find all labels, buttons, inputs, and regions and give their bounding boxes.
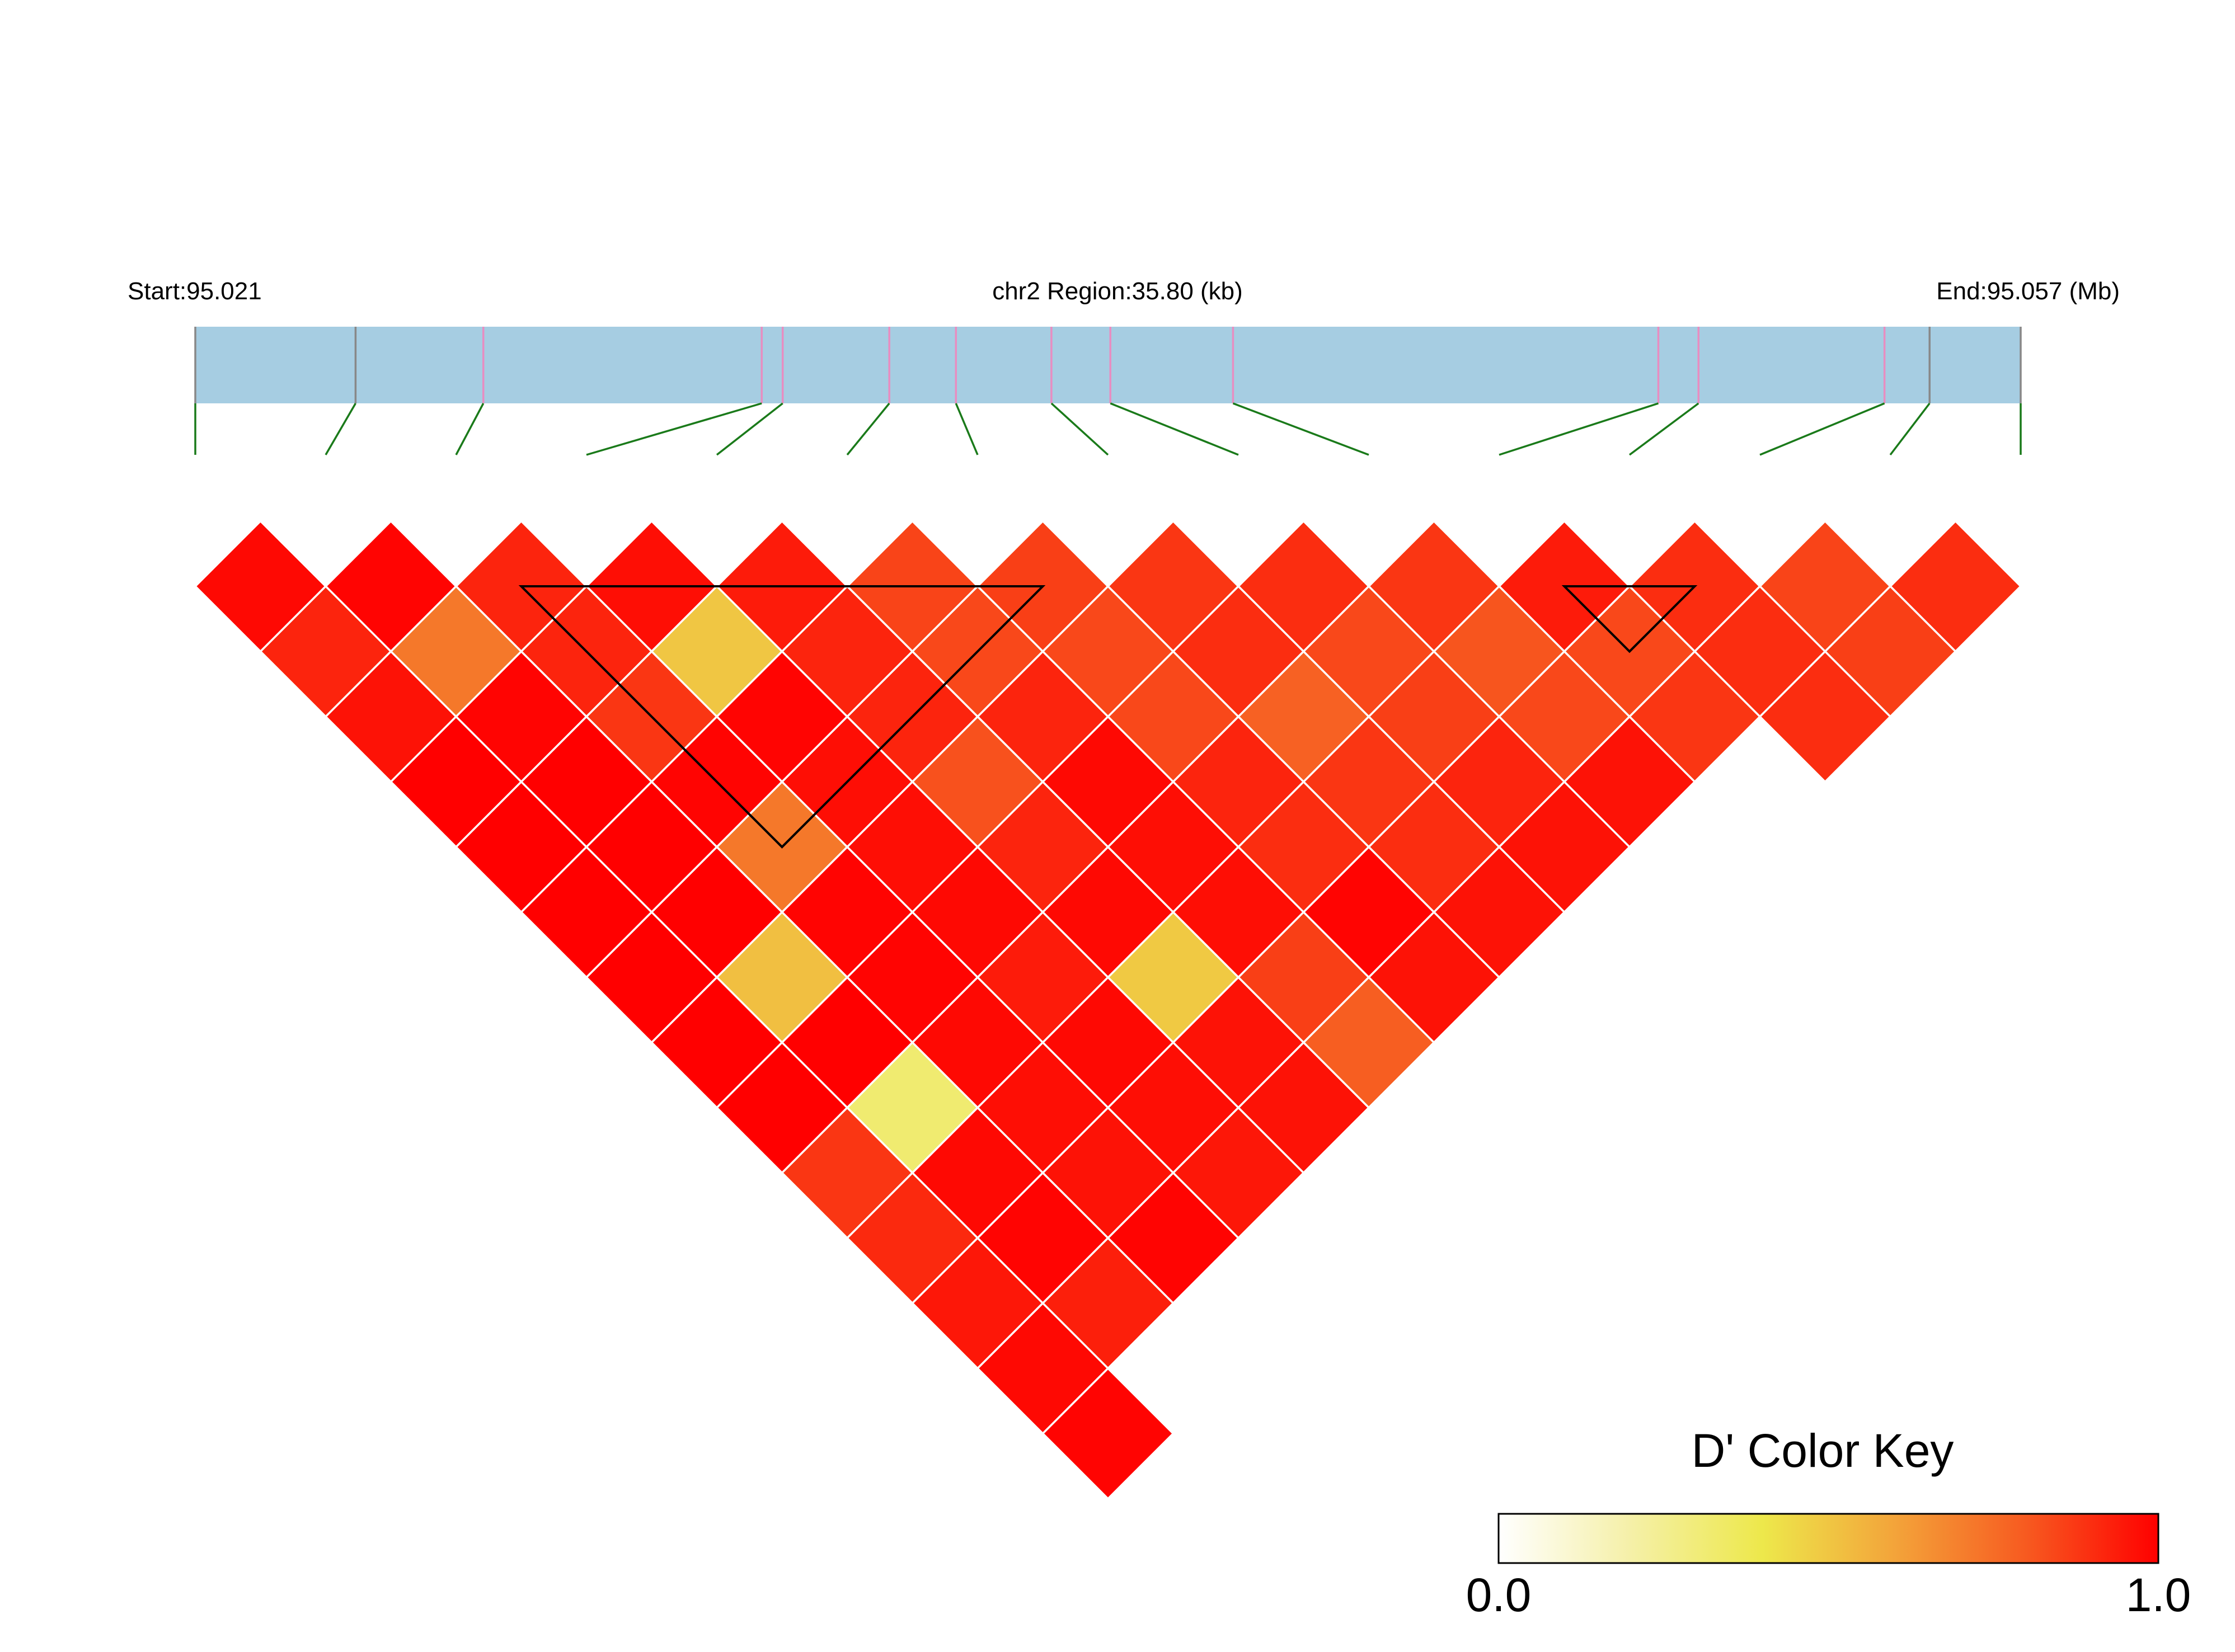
- haplotype-blocks: [518, 585, 1698, 849]
- snp-connector-line: [1232, 402, 1369, 456]
- color-key-gradient-bar: [1497, 1513, 2159, 1564]
- region-header: Start:95.021 chr2 Region:35.80 (kb) End:…: [128, 277, 2120, 305]
- haplotype-block-outline: [1561, 585, 1698, 653]
- snp-connector-line: [586, 402, 762, 456]
- snp-connector-line: [1628, 402, 1699, 456]
- snp-connector-line: [1050, 402, 1109, 456]
- snp-position-ticks: [194, 327, 2022, 403]
- snp-connector-line: [846, 402, 890, 456]
- snp-connector-line: [325, 403, 356, 455]
- end-label: End:95.057 (Mb): [1936, 277, 2120, 305]
- start-label: Start:95.021: [128, 277, 262, 305]
- snp-connector-line: [1499, 402, 1659, 456]
- snp-connector-line: [1889, 402, 1931, 456]
- snp-connector-line: [1759, 402, 1885, 456]
- color-key-min-label: 0.0: [1466, 1569, 1532, 1621]
- ld-cell: [1041, 1367, 1175, 1500]
- color-key-max-label: 1.0: [2126, 1569, 2191, 1621]
- snp-connector-line: [955, 403, 979, 455]
- snp-connector-lines: [194, 402, 2022, 456]
- region-label: chr2 Region:35.80 (kb): [992, 277, 1243, 305]
- color-key-title: D' Color Key: [1692, 1424, 1954, 1477]
- ld-cell: [1758, 650, 1892, 783]
- snp-connector-line: [1110, 402, 1239, 456]
- physical-map-bar: [195, 327, 2021, 403]
- snp-connector-line: [716, 402, 783, 456]
- snp-connector-line: [455, 403, 485, 455]
- color-key: D' Color Key 0.0 1.0: [1466, 1424, 2191, 1621]
- ld-cells: [194, 520, 2022, 1500]
- haplotype-block-outline: [518, 585, 1046, 849]
